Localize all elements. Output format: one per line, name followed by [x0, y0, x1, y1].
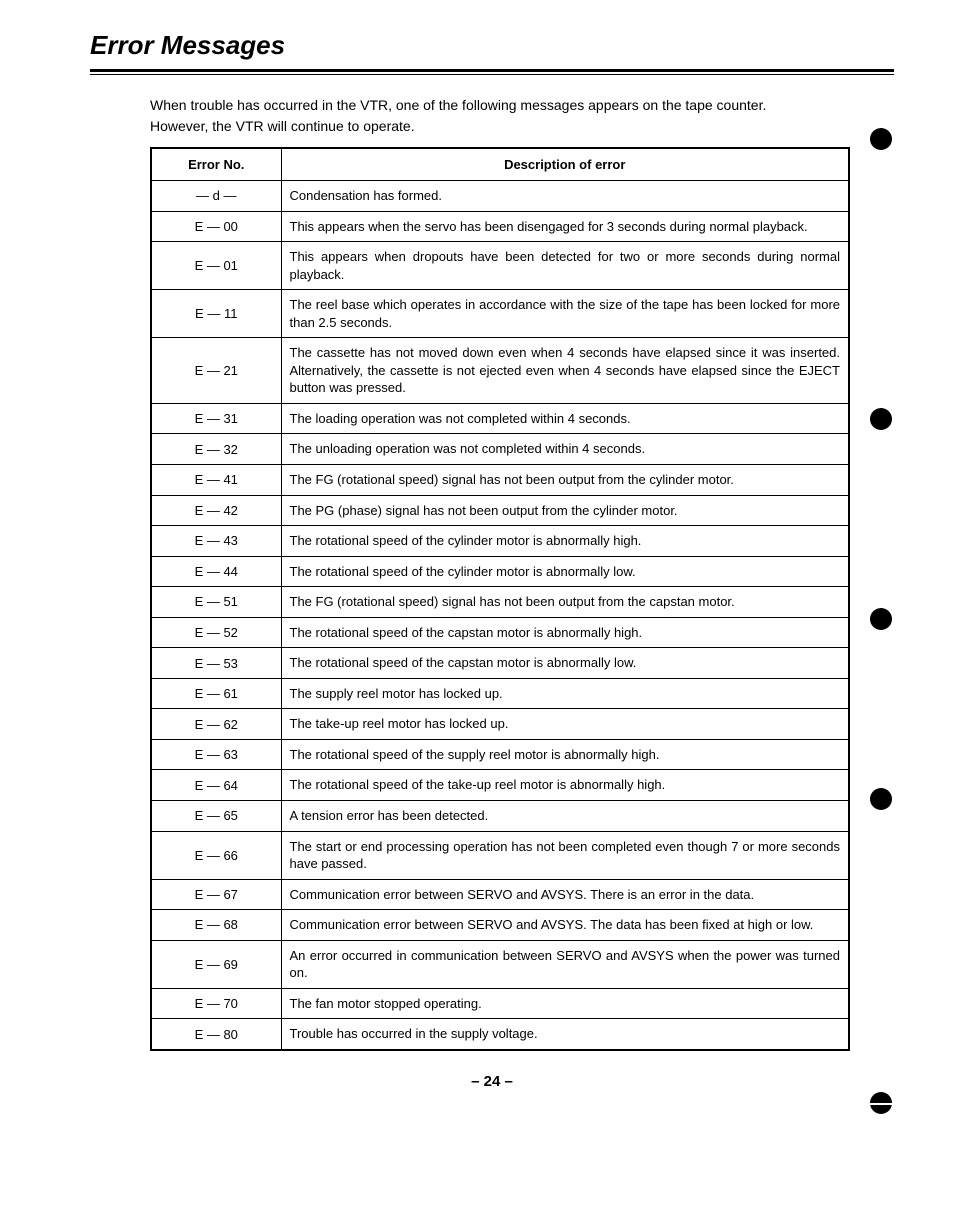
error-desc-cell: The rotational speed of the take-up reel…: [281, 770, 849, 801]
intro-line-2: However, the VTR will continue to operat…: [150, 116, 864, 137]
error-desc-cell: This appears when the servo has been dis…: [281, 211, 849, 242]
error-no-cell: E — 51: [151, 587, 281, 618]
error-desc-cell: The rotational speed of the supply reel …: [281, 739, 849, 770]
error-no-cell: E — 01: [151, 242, 281, 290]
table-row: E — 43The rotational speed of the cylind…: [151, 526, 849, 557]
error-no-cell: E — 67: [151, 879, 281, 910]
error-desc-cell: A tension error has been detected.: [281, 801, 849, 832]
error-desc-cell: Trouble has occurred in the supply volta…: [281, 1019, 849, 1050]
error-no-cell: E — 69: [151, 940, 281, 988]
table-row: E — 66The start or end processing operat…: [151, 831, 849, 879]
table-row: E — 21The cassette has not moved down ev…: [151, 338, 849, 404]
table-row: E — 68Communication error between SERVO …: [151, 910, 849, 941]
error-no-cell: E — 32: [151, 434, 281, 465]
table-row: — d —Condensation has formed.: [151, 181, 849, 212]
table-header-row: Error No. Description of error: [151, 148, 849, 181]
table-row: E — 44The rotational speed of the cylind…: [151, 556, 849, 587]
error-no-cell: E — 70: [151, 988, 281, 1019]
error-no-cell: E — 63: [151, 739, 281, 770]
table-row: E — 00This appears when the servo has be…: [151, 211, 849, 242]
punch-hole-icon: [870, 128, 892, 150]
error-no-cell: E — 65: [151, 801, 281, 832]
table-row: E — 31The loading operation was not comp…: [151, 403, 849, 434]
error-no-cell: E — 53: [151, 648, 281, 679]
title-underline: [90, 69, 894, 75]
error-no-cell: E — 66: [151, 831, 281, 879]
error-no-cell: E — 41: [151, 465, 281, 496]
table-row: E — 67Communication error between SERVO …: [151, 879, 849, 910]
error-no-cell: E — 00: [151, 211, 281, 242]
error-desc-cell: The unloading operation was not complete…: [281, 434, 849, 465]
table-row: E — 11The reel base which operates in ac…: [151, 290, 849, 338]
error-desc-cell: The supply reel motor has locked up.: [281, 678, 849, 709]
table-row: E — 69An error occurred in communication…: [151, 940, 849, 988]
table-row: E — 65A tension error has been detected.: [151, 801, 849, 832]
error-desc-cell: Condensation has formed.: [281, 181, 849, 212]
table-row: E — 51The FG (rotational speed) signal h…: [151, 587, 849, 618]
error-no-cell: E — 62: [151, 709, 281, 740]
error-desc-cell: Communication error between SERVO and AV…: [281, 879, 849, 910]
header-error-no: Error No.: [151, 148, 281, 181]
error-desc-cell: The reel base which operates in accordan…: [281, 290, 849, 338]
error-no-cell: E — 42: [151, 495, 281, 526]
error-table: Error No. Description of error — d —Cond…: [150, 147, 850, 1051]
error-desc-cell: The PG (phase) signal has not been outpu…: [281, 495, 849, 526]
table-row: E — 32The unloading operation was not co…: [151, 434, 849, 465]
error-desc-cell: The take-up reel motor has locked up.: [281, 709, 849, 740]
punch-hole-icon: [870, 608, 892, 630]
error-no-cell: E — 11: [151, 290, 281, 338]
error-desc-cell: This appears when dropouts have been det…: [281, 242, 849, 290]
error-desc-cell: The loading operation was not completed …: [281, 403, 849, 434]
error-no-cell: E — 80: [151, 1019, 281, 1050]
error-desc-cell: The cassette has not moved down even whe…: [281, 338, 849, 404]
table-row: E — 52The rotational speed of the capsta…: [151, 617, 849, 648]
error-desc-cell: The rotational speed of the capstan moto…: [281, 617, 849, 648]
table-row: E — 41The FG (rotational speed) signal h…: [151, 465, 849, 496]
error-no-cell: E — 64: [151, 770, 281, 801]
intro-text: When trouble has occurred in the VTR, on…: [150, 95, 864, 137]
error-no-cell: E — 43: [151, 526, 281, 557]
error-desc-cell: The rotational speed of the capstan moto…: [281, 648, 849, 679]
table-row: E — 01This appears when dropouts have be…: [151, 242, 849, 290]
page-title: Error Messages: [90, 30, 894, 61]
table-row: E — 42The PG (phase) signal has not been…: [151, 495, 849, 526]
table-row: E — 80Trouble has occurred in the supply…: [151, 1019, 849, 1050]
punch-hole-icon: [870, 788, 892, 810]
error-desc-cell: The fan motor stopped operating.: [281, 988, 849, 1019]
error-no-cell: E — 52: [151, 617, 281, 648]
error-desc-cell: The rotational speed of the cylinder mot…: [281, 526, 849, 557]
punch-hole-icon: [870, 408, 892, 430]
table-row: E — 62The take-up reel motor has locked …: [151, 709, 849, 740]
table-row: E — 61The supply reel motor has locked u…: [151, 678, 849, 709]
header-description: Description of error: [281, 148, 849, 181]
punch-hole-icon: [870, 1092, 892, 1114]
error-desc-cell: Communication error between SERVO and AV…: [281, 910, 849, 941]
error-desc-cell: The start or end processing operation ha…: [281, 831, 849, 879]
error-desc-cell: The FG (rotational speed) signal has not…: [281, 587, 849, 618]
error-desc-cell: The rotational speed of the cylinder mot…: [281, 556, 849, 587]
error-no-cell: — d —: [151, 181, 281, 212]
table-row: E — 64The rotational speed of the take-u…: [151, 770, 849, 801]
error-no-cell: E — 68: [151, 910, 281, 941]
error-no-cell: E — 21: [151, 338, 281, 404]
error-desc-cell: The FG (rotational speed) signal has not…: [281, 465, 849, 496]
error-no-cell: E — 61: [151, 678, 281, 709]
error-no-cell: E — 44: [151, 556, 281, 587]
table-row: E — 53The rotational speed of the capsta…: [151, 648, 849, 679]
intro-line-1: When trouble has occurred in the VTR, on…: [150, 95, 864, 116]
table-row: E — 70The fan motor stopped operating.: [151, 988, 849, 1019]
page-number: – 24 –: [90, 1073, 894, 1090]
error-desc-cell: An error occurred in communication betwe…: [281, 940, 849, 988]
table-row: E — 63The rotational speed of the supply…: [151, 739, 849, 770]
error-no-cell: E — 31: [151, 403, 281, 434]
